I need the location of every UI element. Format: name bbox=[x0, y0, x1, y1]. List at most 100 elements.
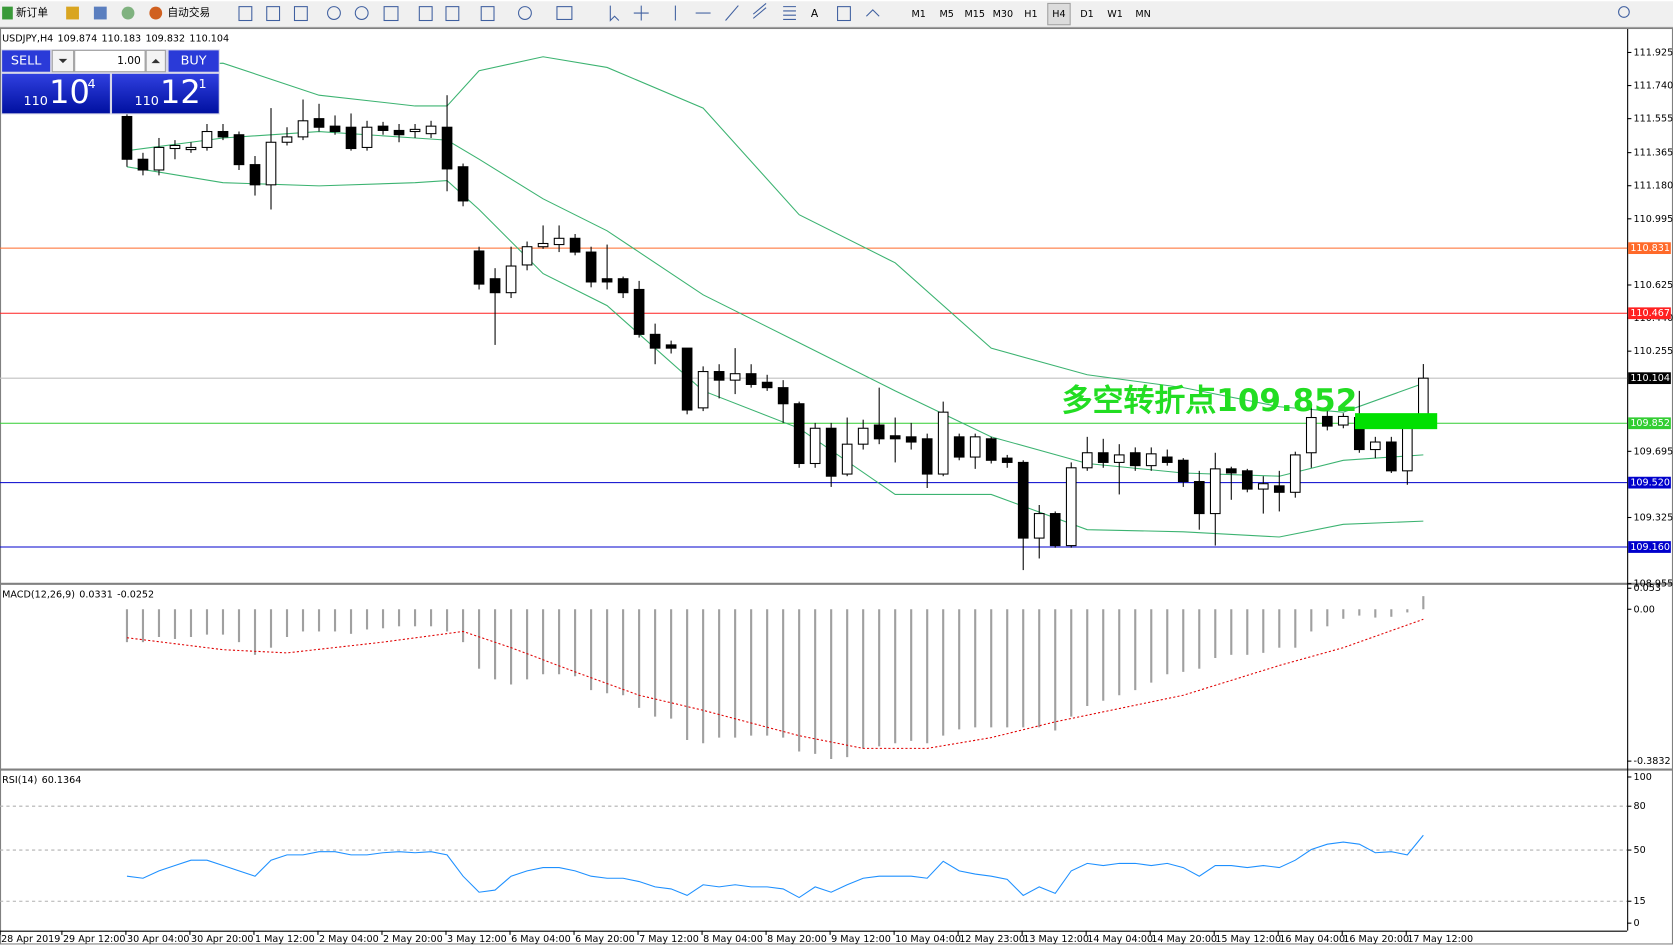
price-level-label: 109.520 bbox=[1630, 478, 1670, 489]
search-icon[interactable] bbox=[1618, 6, 1630, 18]
tool-icon[interactable] bbox=[556, 6, 573, 20]
candle-body bbox=[521, 246, 533, 266]
sell-label[interactable]: SELL bbox=[11, 54, 42, 69]
header-low: 109.832 bbox=[145, 34, 185, 45]
crosshair-tool[interactable] bbox=[633, 5, 649, 21]
tool-icon[interactable] bbox=[293, 6, 308, 22]
sell-pips: 10 bbox=[49, 73, 90, 111]
timeframe-button[interactable]: H4 bbox=[1052, 9, 1065, 20]
candle-body bbox=[1033, 513, 1045, 539]
arrow-tool[interactable] bbox=[865, 9, 880, 17]
timeframe-button[interactable]: D1 bbox=[1080, 9, 1094, 20]
candle-body bbox=[777, 387, 789, 405]
timeframe-button[interactable]: MN bbox=[1135, 9, 1150, 20]
y-tick-label: 100 bbox=[1634, 772, 1652, 783]
toolbar-bg bbox=[0, 1, 1673, 27]
y-tick-label: 110.255 bbox=[1634, 346, 1673, 357]
timeframe-button[interactable]: M30 bbox=[993, 9, 1014, 20]
candle-body bbox=[1113, 454, 1125, 463]
candle-body bbox=[825, 427, 837, 477]
sell-price-box[interactable] bbox=[2, 73, 110, 114]
candle-body bbox=[313, 118, 325, 128]
tool-icon[interactable] bbox=[480, 6, 495, 22]
label-tool[interactable] bbox=[837, 6, 851, 22]
y-tick-label: 111.555 bbox=[1634, 114, 1673, 125]
tool-icon[interactable] bbox=[66, 6, 79, 20]
zoom-in[interactable] bbox=[327, 6, 341, 20]
candle-body bbox=[745, 373, 757, 385]
candle-body bbox=[1177, 459, 1189, 483]
candle-body bbox=[1065, 467, 1077, 547]
candle-body bbox=[857, 427, 869, 445]
header-open: 109.874 bbox=[58, 34, 98, 45]
new-order-icon[interactable] bbox=[2, 6, 13, 20]
x-tick-label: 8 May 04:00 bbox=[703, 934, 763, 945]
candle-body bbox=[905, 436, 917, 443]
candle-body bbox=[201, 130, 213, 148]
candle-body bbox=[265, 141, 277, 186]
candle-body bbox=[585, 251, 597, 283]
candle-body bbox=[553, 237, 565, 246]
candle-body bbox=[249, 164, 261, 186]
volume-value[interactable]: 1.00 bbox=[117, 54, 141, 67]
x-tick-label: 6 May 20:00 bbox=[575, 934, 635, 945]
tool-icon[interactable] bbox=[266, 6, 281, 22]
tool-icon[interactable] bbox=[445, 6, 460, 22]
candle-body bbox=[809, 427, 821, 465]
auto-trading-button[interactable]: 自动交易 bbox=[168, 6, 211, 19]
tool-icon[interactable] bbox=[418, 6, 433, 22]
volume-field[interactable] bbox=[74, 49, 146, 73]
price-level-label: 109.160 bbox=[1630, 542, 1670, 553]
tool-icon[interactable] bbox=[93, 6, 107, 20]
price-level-marker bbox=[1628, 476, 1671, 489]
price-level-marker bbox=[1628, 372, 1671, 385]
text-tool[interactable]: A bbox=[811, 7, 819, 20]
buy-point: 1 bbox=[198, 77, 206, 92]
price-level-marker bbox=[1628, 541, 1671, 553]
candle-body bbox=[233, 134, 245, 166]
buy-price-box[interactable] bbox=[112, 73, 219, 114]
timeframe-button[interactable]: W1 bbox=[1107, 9, 1123, 20]
tool-icon[interactable] bbox=[518, 6, 532, 20]
cursor-tool[interactable] bbox=[609, 5, 620, 22]
candle-body bbox=[921, 438, 933, 475]
rsi-title: RSI(14) bbox=[2, 775, 37, 786]
candle-body bbox=[1129, 452, 1141, 467]
buy-label[interactable]: BUY bbox=[181, 54, 207, 69]
new-order-button[interactable]: 新订单 bbox=[16, 6, 48, 19]
sell-big-figure: 110 bbox=[23, 94, 47, 109]
candle-body bbox=[489, 278, 501, 294]
fibo-tool[interactable] bbox=[783, 6, 796, 20]
plot-area: 111.925 111.740 111.555 111.365 111.180 110.9… bbox=[0, 47, 1673, 945]
timeframe-button[interactable]: H1 bbox=[1024, 9, 1037, 20]
y-tick-label: 0.053 bbox=[1634, 583, 1661, 594]
timeframe-button[interactable]: M5 bbox=[940, 9, 954, 20]
trendline-tool[interactable] bbox=[725, 5, 739, 21]
auto-trading-icon[interactable] bbox=[149, 6, 163, 20]
price-level-label: 110.467 bbox=[1630, 308, 1670, 319]
candle-body bbox=[1193, 481, 1205, 515]
y-tick-label: 109.325 bbox=[1634, 513, 1673, 524]
rsi-header: RSI(14) 60.1364 bbox=[2, 775, 81, 786]
chart-tools bbox=[238, 3, 880, 22]
tool-icon[interactable] bbox=[238, 6, 253, 22]
channel-tool[interactable] bbox=[752, 3, 767, 19]
zoom-out[interactable] bbox=[354, 6, 369, 20]
tool-icon[interactable] bbox=[383, 6, 399, 22]
candle-body bbox=[681, 347, 693, 411]
x-tick-label: 12 May 23:00 bbox=[959, 934, 1025, 945]
y-tick-label: -0.3832 bbox=[1634, 756, 1671, 767]
sell-point: 4 bbox=[87, 77, 95, 92]
sell-button[interactable] bbox=[2, 50, 51, 72]
toolbar: 新订单 自动交易 A M1 bbox=[0, 1, 1673, 28]
x-tick-label: 9 May 12:00 bbox=[831, 934, 891, 945]
buy-button[interactable] bbox=[168, 50, 219, 72]
macd-header: MACD(12,26,9) 0.0331 -0.0252 bbox=[2, 590, 154, 601]
trade-panel: SELL 1.00 BUY 110 10 4 110 12 1 bbox=[1, 49, 220, 115]
candle-body bbox=[537, 242, 549, 248]
timeframe-button[interactable]: M15 bbox=[965, 9, 986, 20]
tool-icon[interactable] bbox=[121, 6, 135, 20]
timeframe-button[interactable]: M1 bbox=[911, 9, 925, 20]
candle-body bbox=[1001, 457, 1013, 463]
